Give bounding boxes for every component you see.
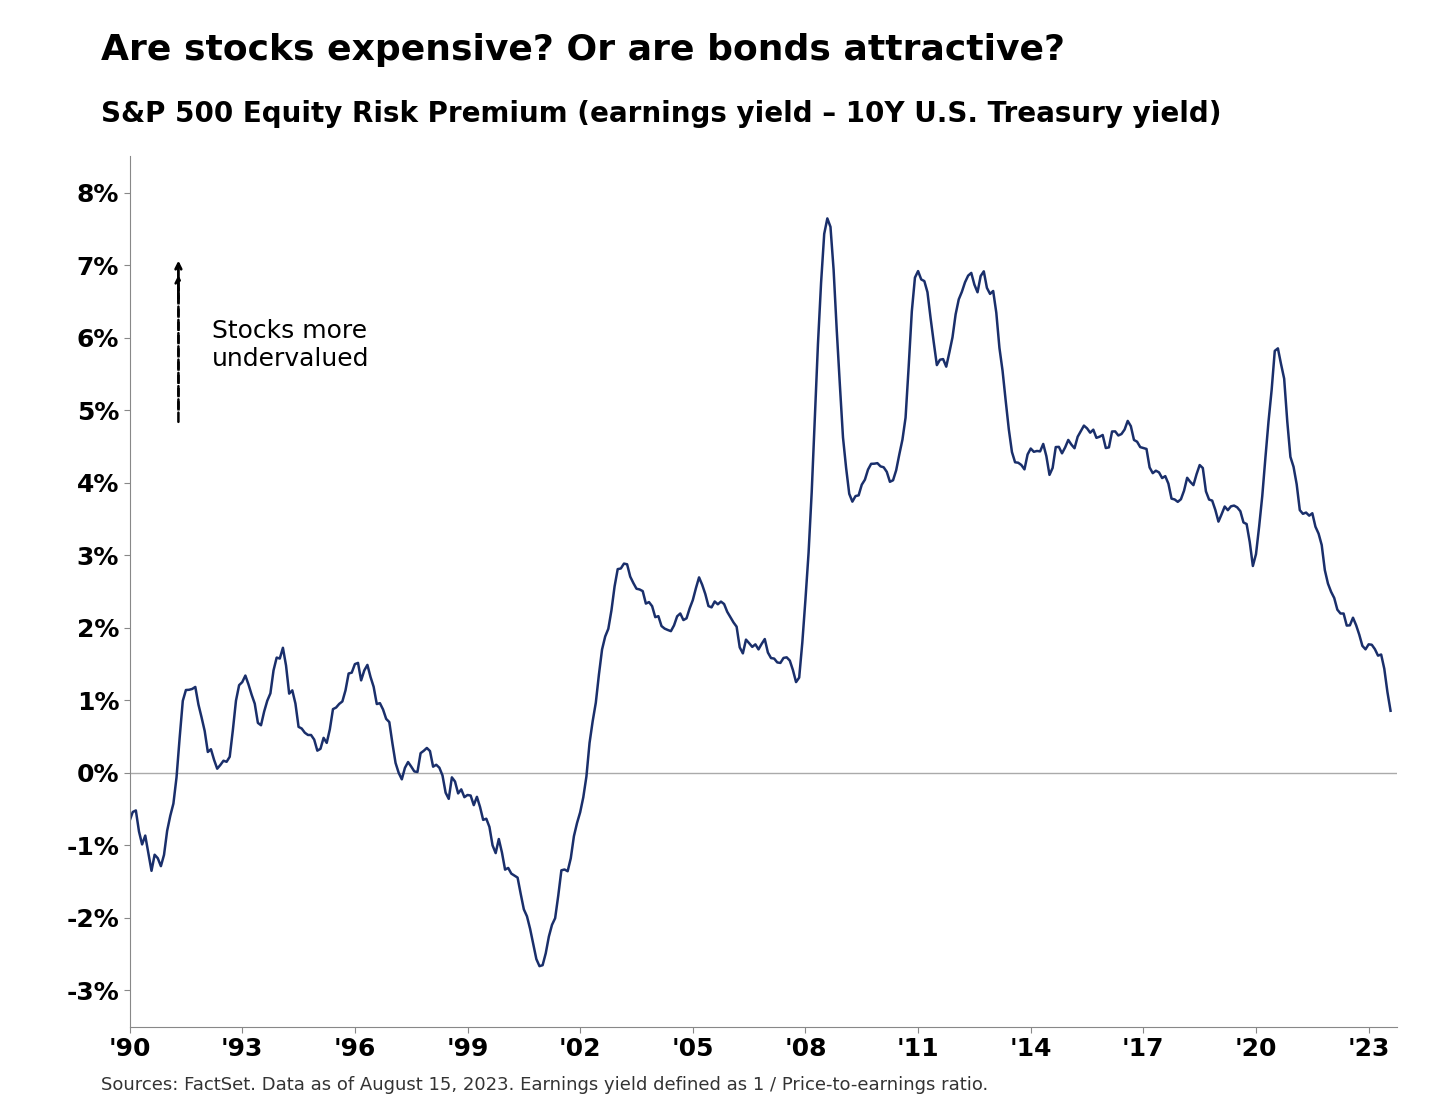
- Text: Are stocks expensive? Or are bonds attractive?: Are stocks expensive? Or are bonds attra…: [101, 33, 1064, 67]
- Text: Sources: FactSet. Data as of August 15, 2023. Earnings yield defined as 1 / Pric: Sources: FactSet. Data as of August 15, …: [101, 1076, 988, 1094]
- Text: Stocks more
undervalued: Stocks more undervalued: [212, 319, 370, 371]
- Text: S&P 500 Equity Risk Premium (earnings yield – 10Y U.S. Treasury yield): S&P 500 Equity Risk Premium (earnings yi…: [101, 100, 1221, 128]
